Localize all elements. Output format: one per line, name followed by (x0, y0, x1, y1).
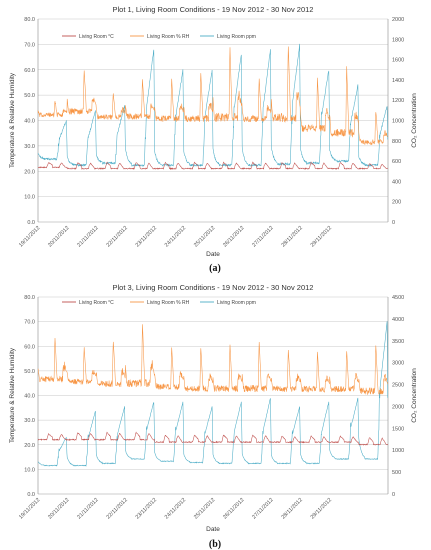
series-line-temp (37, 431, 388, 446)
legend-label: Living Room ppm (217, 34, 256, 40)
y-left-tick-label: 40.0 (24, 394, 35, 400)
y-left-tick-label: 20.0 (24, 169, 35, 175)
x-axis-label: Date (206, 526, 220, 533)
y-right-tick-label: 200 (392, 200, 401, 206)
series-line-rh (37, 46, 388, 146)
legend-item: Living Room % RH (130, 300, 190, 306)
legend-item: Living Room ppm (200, 34, 256, 40)
x-tick-label: 27/11/2012 (251, 225, 274, 248)
x-tick-label: 29/11/2012 (310, 225, 333, 248)
x-axis-label: Date (206, 251, 220, 258)
legend-label: Living Room °C (79, 34, 114, 40)
x-tick-label: 22/11/2012 (105, 497, 128, 520)
y-right-tick-label: 500 (392, 470, 401, 476)
legend-label: Living Room °C (79, 300, 114, 306)
x-tick-label: 25/11/2012 (193, 225, 216, 248)
y-left-tick-label: 30.0 (24, 144, 35, 150)
x-tick-label: 19/11/2012 (18, 225, 41, 248)
legend-item: Living Room °C (62, 300, 114, 306)
y-left-tick-label: 50.0 (24, 369, 35, 375)
x-tick-label: 26/11/2012 (222, 225, 245, 248)
x-tick-label: 20/11/2012 (47, 497, 70, 520)
x-tick-label: 23/11/2012 (135, 225, 158, 248)
y-right-tick-label: 1000 (392, 119, 404, 125)
y-right-tick-label: 2000 (392, 17, 404, 23)
x-tick-label: 25/11/2012 (193, 497, 216, 520)
y-right-tick-label: 4000 (392, 317, 404, 323)
legend-label: Living Room % RH (147, 34, 190, 40)
x-tick-label: 20/11/2012 (47, 225, 70, 248)
y-right-tick-label: 2500 (392, 383, 404, 389)
y-right-tick-label: 600 (392, 159, 401, 165)
y-left-axis-label: Temperature & Relative Humidity (9, 72, 16, 168)
y-left-tick-label: 10.0 (24, 467, 35, 473)
y-right-tick-label: 3500 (392, 339, 404, 345)
y-right-tick-label: 400 (392, 179, 401, 185)
series-line-rh (37, 324, 388, 396)
x-tick-label: 22/11/2012 (105, 225, 128, 248)
y-right-axis-label: CO₂ Concentration (411, 93, 418, 148)
y-left-tick-label: 70.0 (24, 42, 35, 48)
chart-plot-1: Plot 1, Living Room Conditions - 19 Nov … (9, 5, 418, 258)
y-left-tick-label: 10.0 (24, 195, 35, 201)
x-tick-label: 27/11/2012 (251, 497, 274, 520)
y-right-tick-label: 800 (392, 139, 401, 145)
x-tick-label: 21/11/2012 (76, 225, 99, 248)
y-left-tick-label: 80.0 (24, 295, 35, 301)
y-right-tick-label: 1000 (392, 448, 404, 454)
y-right-tick-label: 1600 (392, 58, 404, 64)
y-right-axis-label: CO₂ Concentration (411, 368, 418, 423)
y-right-tick-label: 0 (392, 492, 395, 498)
y-right-tick-label: 1200 (392, 98, 404, 104)
x-tick-label: 21/11/2012 (76, 497, 99, 520)
y-left-tick-label: 60.0 (24, 344, 35, 350)
y-left-tick-label: 70.0 (24, 320, 35, 326)
y-left-tick-label: 50.0 (24, 93, 35, 99)
y-right-tick-label: 2000 (392, 404, 404, 410)
y-right-tick-label: 1800 (392, 37, 404, 43)
legend-label: Living Room % RH (147, 300, 190, 306)
panel-label-a: (a) (209, 263, 221, 274)
x-tick-label: 29/11/2012 (310, 497, 333, 520)
series-line-temp (37, 161, 388, 171)
x-tick-label: 28/11/2012 (280, 225, 303, 248)
y-left-tick-label: 40.0 (24, 119, 35, 125)
series-line-co2 (37, 43, 388, 168)
y-left-tick-label: 60.0 (24, 68, 35, 74)
y-left-tick-label: 0.0 (27, 492, 35, 498)
x-tick-label: 26/11/2012 (222, 497, 245, 520)
x-tick-label: 23/11/2012 (135, 497, 158, 520)
legend-item: Living Room ppm (200, 300, 256, 306)
y-left-tick-label: 0.0 (27, 220, 35, 226)
y-right-tick-label: 1500 (392, 426, 404, 432)
x-tick-label: 24/11/2012 (164, 225, 187, 248)
y-right-tick-label: 3000 (392, 361, 404, 367)
panel-label-b: (b) (209, 539, 221, 550)
y-left-tick-label: 20.0 (24, 443, 35, 449)
y-left-tick-label: 80.0 (24, 17, 35, 23)
x-tick-label: 28/11/2012 (280, 497, 303, 520)
x-tick-label: 19/11/2012 (18, 497, 41, 520)
y-left-axis-label: Temperature & Relative Humidity (9, 347, 16, 443)
x-tick-label: 24/11/2012 (164, 497, 187, 520)
chart-title: Plot 3, Living Room Conditions - 19 Nov … (113, 283, 314, 292)
chart-plot-3: Plot 3, Living Room Conditions - 19 Nov … (9, 283, 418, 533)
legend-item: Living Room % RH (130, 34, 190, 40)
y-right-tick-label: 0 (392, 220, 395, 226)
legend-label: Living Room ppm (217, 300, 256, 306)
y-right-tick-label: 1400 (392, 78, 404, 84)
series-line-co2 (37, 321, 388, 467)
legend-item: Living Room °C (62, 34, 114, 40)
y-left-tick-label: 30.0 (24, 418, 35, 424)
y-right-tick-label: 4500 (392, 295, 404, 301)
chart-title: Plot 1, Living Room Conditions - 19 Nov … (113, 5, 314, 14)
